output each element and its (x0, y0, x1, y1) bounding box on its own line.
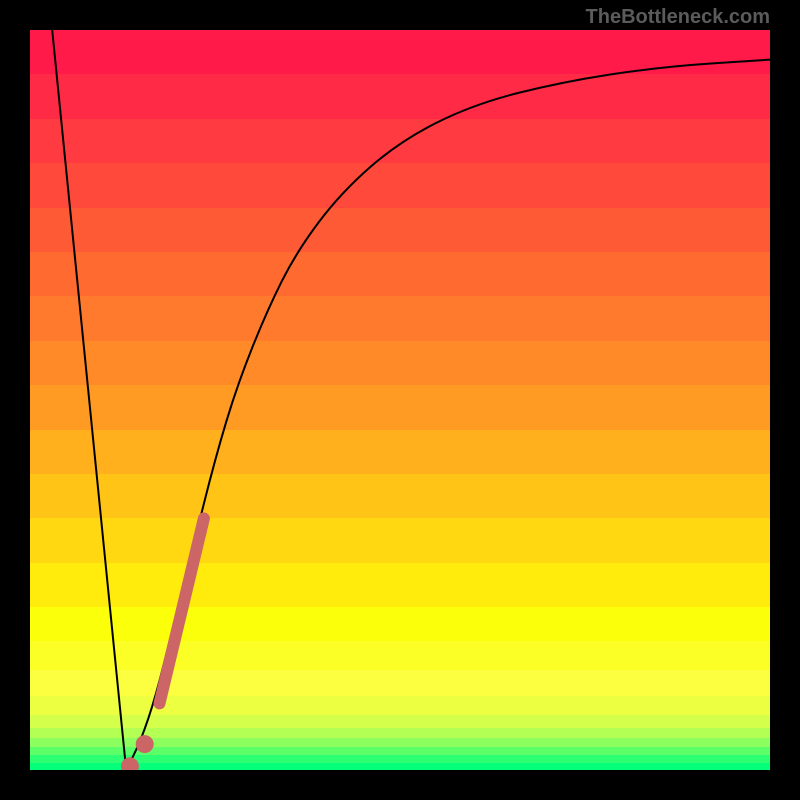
curve-layer (30, 30, 770, 770)
marker-dot-2 (136, 735, 154, 753)
main-curve (52, 30, 770, 770)
plot-area (30, 30, 770, 770)
marker-segment (160, 518, 204, 703)
chart-container: TheBottleneck.com (0, 0, 800, 800)
marker-dot-1 (121, 757, 139, 770)
watermark-text: TheBottleneck.com (586, 6, 770, 29)
